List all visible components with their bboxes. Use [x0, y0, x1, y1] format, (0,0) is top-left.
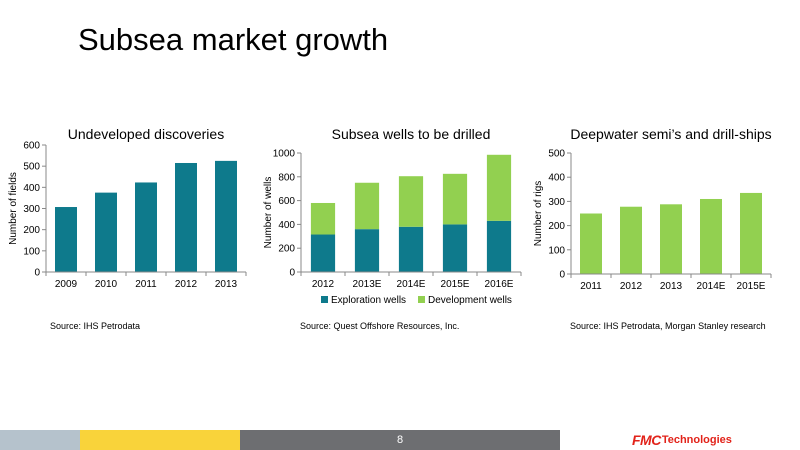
x-tick-label: 2014E [697, 281, 726, 292]
chart-title: Deepwater semi’s and drill-ships [570, 126, 771, 142]
bar-2015E [740, 192, 762, 274]
footer-bar-yellow [80, 430, 240, 450]
bar-2013E-exploration [354, 229, 380, 272]
bar-2013E-development [354, 182, 380, 230]
legend-swatch [321, 296, 328, 303]
x-tick-label: 2010 [95, 279, 118, 290]
y-axis-label: Number of wells [263, 177, 274, 249]
bar-2014E [700, 198, 722, 274]
source-note-3: Source: IHS Petrodata, Morgan Stanley re… [570, 321, 766, 331]
x-tick-label: 2015E [737, 281, 766, 292]
bar-2012 [175, 162, 197, 272]
bar-2015E-exploration [442, 224, 468, 272]
source-note-2: Source: Quest Offshore Resources, Inc. [300, 321, 460, 331]
bar-2012 [620, 206, 642, 274]
y-tick-label: 500 [23, 162, 40, 173]
source-note-1: Source: IHS Petrodata [50, 321, 141, 331]
bar-2011 [580, 213, 602, 274]
y-tick-label: 300 [23, 204, 40, 215]
footer-bar-light [0, 430, 80, 450]
bar-2014E-development [398, 176, 424, 227]
x-tick-label: 2016E [485, 279, 514, 290]
bar-2015E-development [442, 173, 468, 225]
bar-2010 [95, 192, 117, 272]
x-tick-label: 2012 [620, 281, 643, 292]
y-tick-label: 300 [548, 197, 565, 208]
y-tick-label: 100 [548, 245, 565, 256]
x-tick-label: 2013 [215, 279, 238, 290]
x-tick-label: 2015E [441, 279, 470, 290]
y-tick-label: 200 [548, 221, 565, 232]
y-tick-label: 400 [548, 173, 565, 184]
chart-deepwater-rigs: Deepwater semi’s and drill-ships Number o… [533, 126, 772, 292]
x-tick-label: 2014E [397, 279, 426, 290]
x-tick-label: 2013 [660, 281, 683, 292]
x-tick-label: 2012 [175, 279, 198, 290]
logo-technologies-text: Technologies [661, 434, 732, 446]
y-tick-label: 0 [34, 268, 40, 279]
chart-undeveloped-discoveries: Undeveloped discoveries Number of fields 0… [8, 126, 247, 290]
y-tick-label: 0 [559, 270, 565, 281]
y-axis-label: Number of fields [8, 172, 19, 245]
bar-2009 [55, 207, 77, 272]
slide-title: Subsea market growth [78, 22, 389, 57]
logo-fmc-text: FMC [632, 432, 661, 448]
chart-subsea-wells: Subsea wells to be drilled Number of well… [263, 126, 522, 306]
y-axis-label: Number of rigs [533, 181, 544, 247]
bar-2013 [660, 204, 682, 274]
y-tick-label: 400 [23, 183, 40, 194]
y-tick-label: 1000 [273, 149, 296, 160]
legend-swatch [418, 296, 425, 303]
x-tick-label: 2011 [580, 281, 602, 292]
x-tick-label: 2013E [353, 279, 382, 290]
y-tick-label: 0 [289, 268, 295, 279]
legend-label: Exploration wells [331, 295, 406, 306]
x-tick-label: 2011 [135, 279, 157, 290]
chart-title: Undeveloped discoveries [68, 126, 224, 142]
bar-2011 [135, 182, 157, 272]
legend-label: Development wells [428, 295, 512, 306]
y-tick-label: 200 [23, 225, 40, 236]
page-number: 8 [396, 434, 404, 446]
y-tick-label: 600 [278, 196, 295, 207]
y-tick-label: 600 [23, 141, 40, 152]
bar-2016E-exploration [486, 220, 512, 272]
footer-bar-dark [240, 430, 560, 450]
y-tick-label: 400 [278, 220, 295, 231]
bar-2016E-development [486, 154, 512, 221]
bar-2014E-exploration [398, 226, 424, 272]
bar-2013 [215, 160, 237, 272]
y-tick-label: 100 [23, 246, 40, 257]
fmc-technologies-logo: FMC Technologies [632, 430, 732, 450]
chart-title: Subsea wells to be drilled [332, 126, 491, 142]
x-tick-label: 2009 [55, 279, 78, 290]
y-tick-label: 500 [548, 149, 565, 160]
y-tick-label: 200 [278, 244, 295, 255]
bar-2012-exploration [310, 234, 336, 272]
x-tick-label: 2012 [312, 279, 335, 290]
bar-2012-development [310, 202, 336, 235]
y-tick-label: 800 [278, 172, 295, 183]
